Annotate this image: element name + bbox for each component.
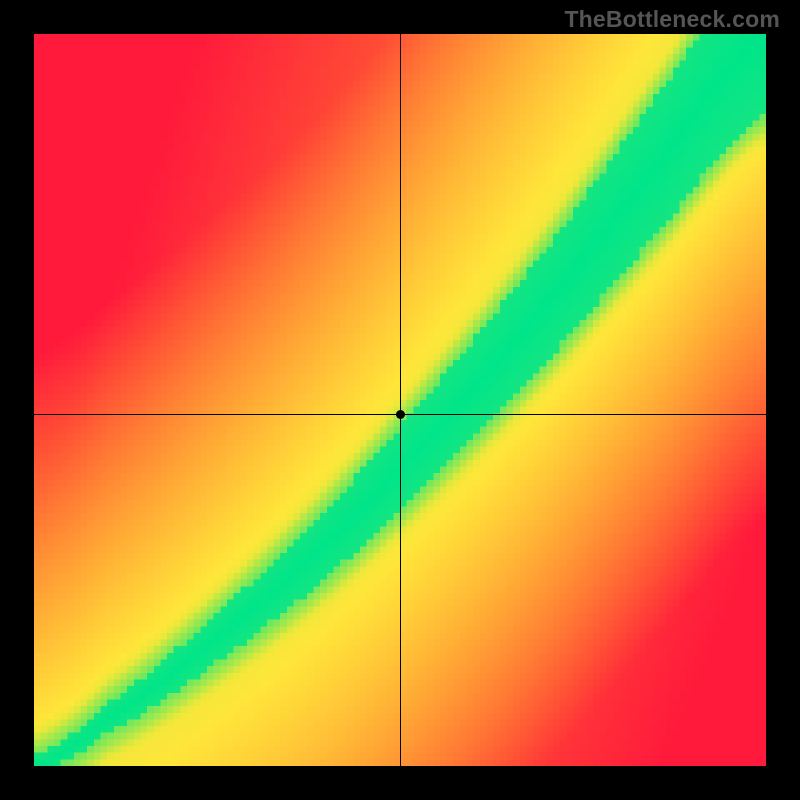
crosshair-point [396,410,405,419]
crosshair-vertical [400,34,401,766]
watermark-text: TheBottleneck.com [564,6,780,33]
